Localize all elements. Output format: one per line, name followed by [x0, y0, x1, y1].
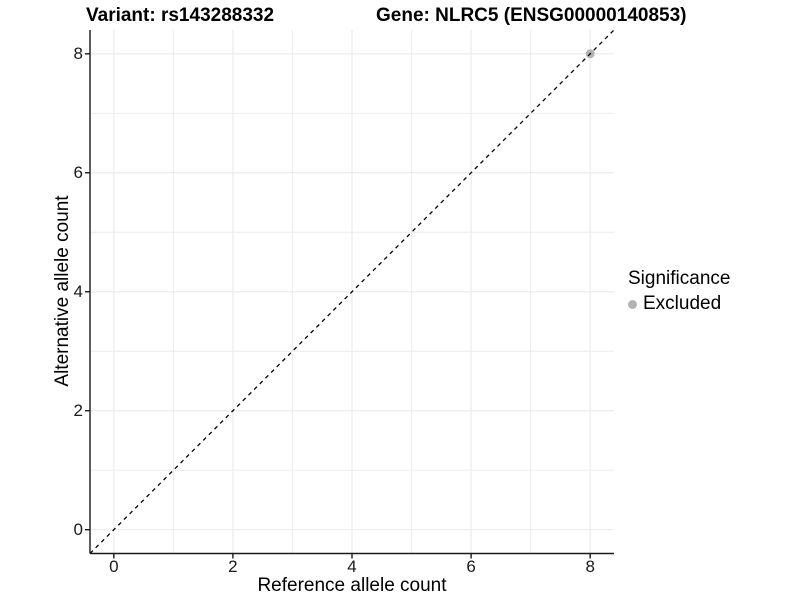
- x-tick-label: 4: [347, 557, 357, 576]
- legend-title: Significance: [628, 268, 731, 289]
- y-tick-label: 0: [73, 519, 83, 539]
- legend-point-icon: [628, 299, 637, 309]
- y-tick-label: 6: [73, 162, 83, 182]
- y-tick-label: 2: [73, 400, 83, 420]
- x-tick-label: 0: [109, 557, 119, 576]
- y-axis-label: Alternative allele count: [52, 195, 73, 387]
- x-tick-label: 2: [228, 557, 238, 576]
- legend: Significance Excluded: [628, 268, 730, 315]
- plot-title-variant: Variant: rs143288332: [86, 5, 275, 26]
- plot-title-gene: Gene: NLRC5 (ENSG00000140853): [376, 5, 687, 26]
- legend-item-label: Excluded: [643, 293, 722, 314]
- y-tick-label: 4: [73, 281, 83, 301]
- legend-item-excluded: Excluded: [628, 293, 730, 315]
- y-tick-label: 8: [73, 43, 83, 63]
- x-axis-label: Reference allele count: [257, 575, 447, 596]
- identity-reference-line: [89, 29, 615, 554]
- x-tick-label: 8: [585, 557, 595, 576]
- x-tick-label: 6: [466, 557, 476, 576]
- legend-items: Excluded: [628, 293, 730, 315]
